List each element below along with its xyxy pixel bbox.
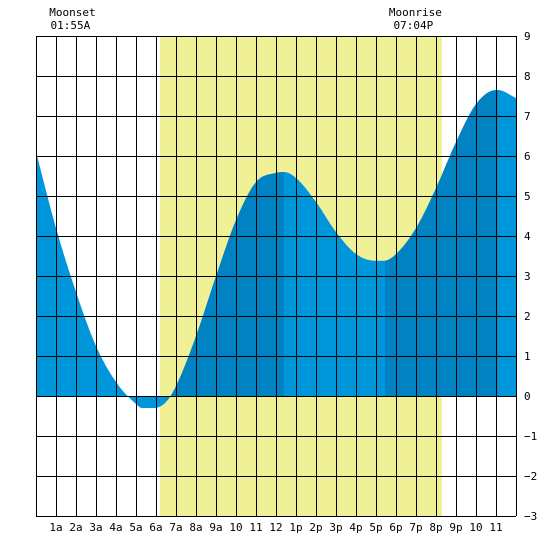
x-tick-label: 9a xyxy=(209,521,222,534)
y-tick-label: 2 xyxy=(524,310,531,323)
x-tick-label: 1a xyxy=(49,521,62,534)
x-tick-label: 8p xyxy=(429,521,442,534)
y-tick-label: 4 xyxy=(524,230,531,243)
y-tick-label: −2 xyxy=(524,470,537,483)
x-tick-label: 11 xyxy=(489,521,502,534)
x-tick-label: 2p xyxy=(309,521,322,534)
x-tick-label: 8a xyxy=(189,521,202,534)
x-tick-label: 2a xyxy=(69,521,82,534)
y-tick-label: 3 xyxy=(524,270,531,283)
y-tick-label: −1 xyxy=(524,430,537,443)
x-tick-label: 7p xyxy=(409,521,422,534)
y-tick-label: 5 xyxy=(524,190,531,203)
x-tick-label: 1p xyxy=(289,521,302,534)
annotation-time: 07:04P xyxy=(394,19,434,32)
x-tick-label: 10 xyxy=(229,521,242,534)
tide-fill-band-3 xyxy=(284,172,385,396)
x-tick-label: 7a xyxy=(169,521,182,534)
y-tick-label: 8 xyxy=(524,70,531,83)
annotation-title: Moonrise xyxy=(389,6,442,19)
annotation-time: 01:55A xyxy=(51,19,91,32)
x-tick-label: 10 xyxy=(469,521,482,534)
y-tick-label: −3 xyxy=(524,510,537,523)
x-tick-label: 6a xyxy=(149,521,162,534)
x-tick-label: 9p xyxy=(449,521,462,534)
x-tick-label: 12 xyxy=(269,521,282,534)
y-tick-label: 9 xyxy=(524,30,531,43)
y-tick-label: 7 xyxy=(524,110,531,123)
x-tick-label: 3p xyxy=(329,521,342,534)
y-tick-label: 6 xyxy=(524,150,531,163)
x-tick-label: 6p xyxy=(389,521,402,534)
tide-fill-band-1 xyxy=(36,152,167,408)
y-tick-label: 0 xyxy=(524,390,531,403)
x-tick-label: 3a xyxy=(89,521,102,534)
x-tick-label: 4p xyxy=(349,521,362,534)
x-tick-label: 11 xyxy=(249,521,262,534)
x-tick-label: 5p xyxy=(369,521,382,534)
annotation-title: Moonset xyxy=(49,6,95,19)
tide-fill-band-5 xyxy=(498,90,516,396)
x-tick-label: 4a xyxy=(109,521,122,534)
tide-fill-band-4 xyxy=(385,90,498,396)
y-tick-label: 1 xyxy=(524,350,531,363)
x-tick-label: 5a xyxy=(129,521,142,534)
